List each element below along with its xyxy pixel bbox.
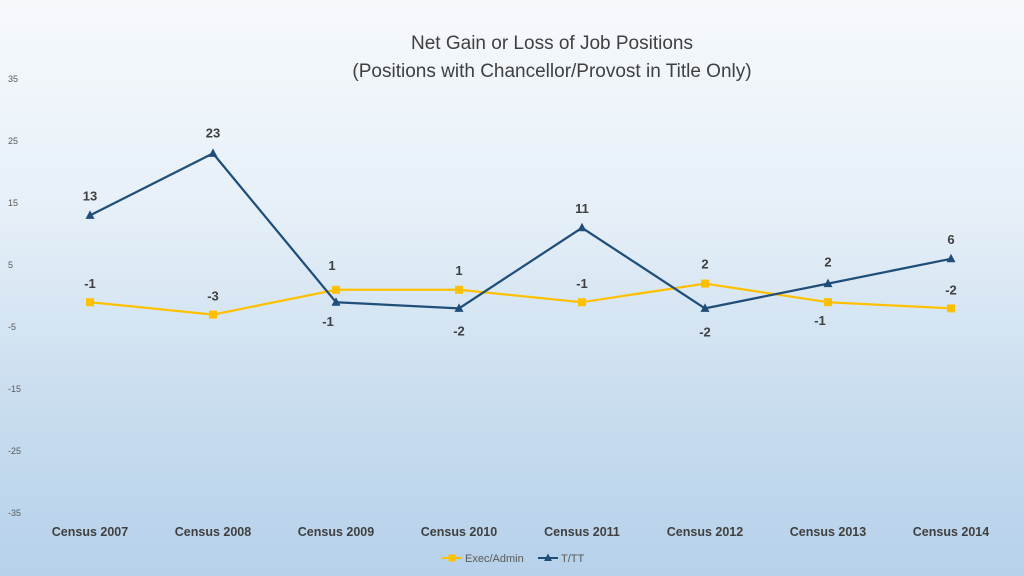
chart-title: Net Gain or Loss of Job Positions: [411, 33, 693, 54]
tt-data-label: -2: [453, 323, 465, 338]
legend-square-marker-icon: [448, 554, 456, 562]
series-markers: [85, 148, 956, 319]
x-tick-label: Census 2010: [421, 525, 497, 539]
tt-point: [823, 278, 833, 288]
x-tick-label: Census 2012: [667, 525, 743, 539]
tt-point: [331, 297, 341, 306]
y-axis: 35 25 15 5 -5 -15 -25 -35: [8, 74, 21, 518]
y-tick-label: -15: [8, 384, 21, 394]
x-tick-label: Census 2014: [913, 525, 989, 539]
exec-admin-data-label: -1: [576, 276, 588, 291]
tt-point: [454, 303, 464, 312]
tt-point: [85, 210, 95, 219]
series-line-tt: [89, 152, 952, 310]
exec-admin-data-label: 1: [328, 258, 335, 273]
x-tick-label: Census 2013: [790, 525, 866, 539]
x-axis: Census 2007 Census 2008 Census 2009 Census …: [52, 525, 989, 539]
legend: Exec/Admin T/TT: [442, 553, 584, 565]
tt-data-label: -2: [699, 324, 711, 339]
tt-data-label: -1: [322, 314, 334, 329]
chart-subtitle: (Positions with Chancellor/Provost in Ti…: [352, 61, 751, 82]
exec-admin-data-label: 1: [455, 263, 462, 278]
exec-admin-point: [701, 279, 709, 288]
legend-triangle-marker-icon: [544, 553, 552, 561]
exec-admin-point: [578, 298, 586, 307]
tt-point: [946, 253, 956, 263]
x-tick-label: Census 2009: [298, 525, 374, 539]
exec-admin-data-label: 2: [701, 257, 708, 272]
tt-data-label: 11: [575, 201, 589, 216]
y-tick-label: 5: [8, 260, 13, 270]
tt-data-label: 6: [947, 232, 954, 247]
y-tick-label: -25: [8, 446, 21, 456]
tt-point: [208, 148, 218, 157]
exec-admin-data-label: -1: [84, 276, 96, 291]
exec-admin-point: [332, 285, 340, 294]
tt-point: [577, 222, 587, 232]
exec-admin-point: [209, 310, 217, 319]
tt-data-label: 2: [824, 255, 831, 270]
x-tick-label: Census 2011: [544, 525, 620, 539]
exec-admin-data-label: -1: [814, 313, 826, 328]
exec-admin-data-label: -2: [945, 282, 957, 297]
legend-label: T/TT: [561, 553, 584, 565]
y-tick-label: 25: [8, 136, 18, 146]
exec-admin-point: [86, 298, 94, 307]
y-tick-label: 15: [8, 198, 18, 208]
tt-point: [700, 303, 710, 312]
exec-admin-point: [824, 298, 832, 307]
series-line-exec-admin: [89, 282, 952, 316]
series-lines: [89, 152, 952, 316]
exec-admin-data-label: -3: [207, 289, 219, 304]
exec-admin-point: [455, 285, 463, 294]
x-tick-label: Census 2007: [52, 525, 128, 539]
tt-data-label: 13: [83, 188, 97, 203]
exec-admin-point: [947, 304, 955, 313]
chart-title-group: Net Gain or Loss of Job Positions (Posit…: [352, 33, 751, 82]
tt-data-label: 23: [206, 125, 220, 140]
y-tick-label: 35: [8, 74, 18, 84]
y-tick-label: -5: [8, 322, 16, 332]
y-tick-label: -35: [8, 508, 21, 518]
legend-label: Exec/Admin: [465, 553, 524, 565]
x-tick-label: Census 2008: [175, 525, 251, 539]
